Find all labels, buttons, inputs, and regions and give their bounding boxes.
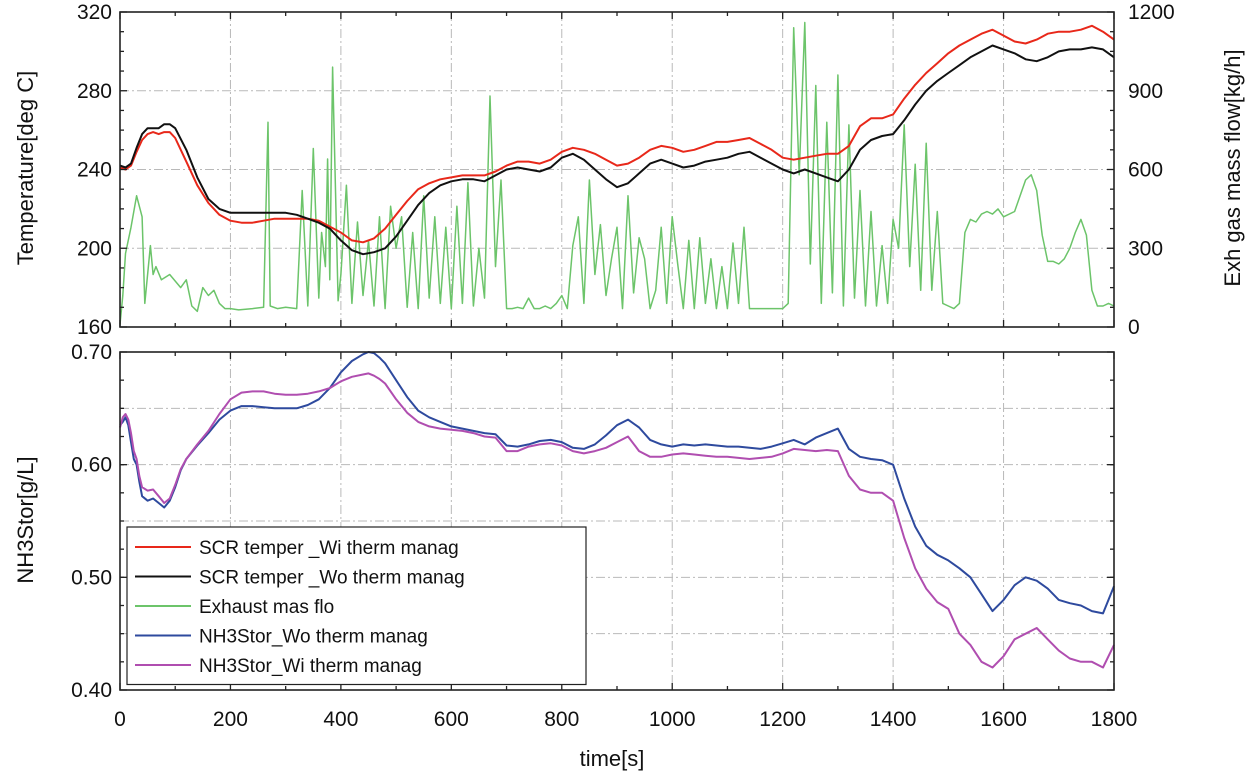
legend-label: SCR temper _Wi therm manag (199, 538, 459, 559)
legend-box (126, 526, 587, 686)
bottom-y-tick-label: 0.60 (71, 454, 112, 477)
top-y-tick-label: 240 (77, 159, 112, 182)
top-y2-tick-label: 1200 (1128, 1, 1175, 24)
x-tick-label: 800 (544, 708, 579, 731)
x-tick-label: 1800 (1091, 708, 1138, 731)
series-line-scr-temper-wo-therm-manag (119, 44, 1115, 256)
bottom-y-tick-label: 0.50 (71, 566, 112, 589)
bottom-panel-series (119, 351, 1115, 669)
top-y-tick-label: 280 (77, 80, 112, 103)
top-y2-tick-label: 600 (1128, 159, 1163, 182)
top-y2-axis-label: Exh gas mass flow[kg/h] (1220, 49, 1245, 286)
bottom-y-tick-label: 0.40 (71, 679, 112, 702)
top-y-tick-label: 320 (77, 1, 112, 24)
x-axis-label: time[s] (580, 746, 645, 771)
x-tick-label: 400 (323, 708, 358, 731)
bottom-y-axis-label: NH3Stor[g/L] (13, 456, 38, 583)
x-tick-label: 0 (114, 708, 126, 731)
x-tick-label: 200 (213, 708, 248, 731)
x-tick-label: 1200 (759, 708, 806, 731)
x-tick-label: 1600 (980, 708, 1027, 731)
top-panel-series (119, 21, 1115, 325)
legend-label: SCR temper _Wo therm manag (199, 568, 465, 589)
top-y2-tick-label: 0 (1128, 316, 1140, 339)
x-tick-label: 600 (434, 708, 469, 731)
top-y-tick-label: 200 (77, 237, 112, 260)
legend-label: NH3Stor_Wi therm manag (199, 656, 422, 677)
x-tick-label: 1000 (649, 708, 696, 731)
x-tick-label: 1400 (870, 708, 917, 731)
top-y2-tick-label: 300 (1128, 237, 1163, 260)
series-line-exhaust-mas-flo (119, 21, 1115, 325)
legend-label: Exhaust mas flo (199, 597, 334, 618)
legend: SCR temper _Wi therm manag SCR temper _Wo… (126, 526, 587, 686)
series-line-scr-temper-wi-therm-manag (119, 24, 1115, 244)
series-line-nh3stor-wi-therm-manag (119, 372, 1115, 669)
top-y-axis-label: Temperature[deg C] (13, 71, 38, 265)
bottom-y-tick-label: 0.70 (71, 341, 112, 364)
top-y2-tick-label: 900 (1128, 80, 1163, 103)
axis-ticks: 0 200 400 600 800 1000 1200 1400 1600 1800 160 200 2… (71, 1, 1175, 731)
top-y-tick-label: 160 (77, 316, 112, 339)
legend-label: NH3Stor_Wo therm manag (199, 627, 428, 648)
